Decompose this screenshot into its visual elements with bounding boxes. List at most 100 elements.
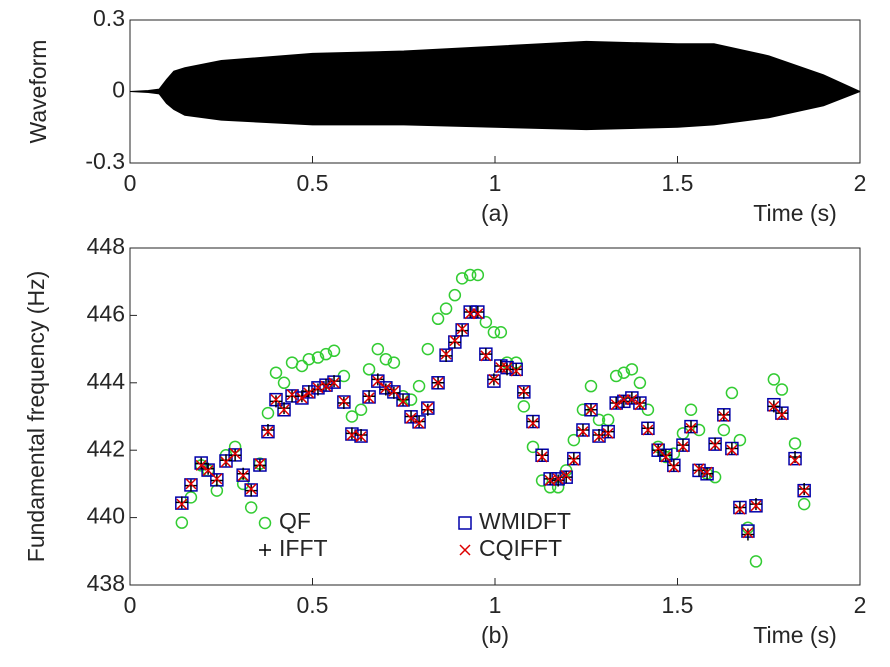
point (536, 451, 548, 463)
point (709, 437, 722, 450)
point (253, 459, 266, 472)
point (237, 467, 250, 480)
point (659, 449, 672, 462)
point (254, 458, 266, 470)
y-tick-label: 448 (87, 233, 125, 259)
point (471, 268, 485, 282)
point (362, 363, 376, 376)
y-tick-label: 0.3 (93, 5, 125, 31)
x-tick-label: 1.5 (662, 592, 694, 618)
point (337, 397, 350, 410)
point (518, 385, 530, 397)
point (245, 483, 257, 495)
x-tick-label: 2 (854, 170, 867, 196)
point (261, 406, 275, 420)
point (536, 449, 549, 462)
point (726, 444, 738, 456)
point (552, 473, 564, 485)
x-tick-label: 0.5 (297, 592, 329, 618)
point (625, 363, 639, 376)
point (633, 376, 647, 390)
point (371, 373, 384, 386)
point (488, 373, 500, 385)
point (685, 420, 698, 433)
point (494, 326, 508, 339)
point (567, 452, 580, 465)
point (789, 454, 801, 466)
point (229, 449, 242, 462)
point (303, 387, 315, 399)
point (431, 312, 445, 326)
legend-label: IFFT (279, 535, 328, 561)
point (397, 395, 409, 407)
point (296, 392, 308, 404)
point (432, 377, 444, 389)
point (602, 427, 614, 439)
waveform-area (129, 91, 861, 131)
point (345, 427, 358, 440)
point (237, 469, 249, 482)
point (355, 431, 367, 443)
x-axis-label: Time (s) (753, 200, 836, 226)
point (684, 403, 698, 417)
point (741, 528, 754, 541)
point (717, 408, 730, 421)
point (479, 348, 492, 361)
point (277, 376, 291, 390)
legend-label: CQIFFT (479, 535, 562, 561)
y-tick-label: 0 (112, 77, 125, 103)
y-tick-label: 440 (87, 503, 125, 529)
point (320, 380, 332, 392)
point (609, 369, 623, 383)
point (421, 403, 434, 416)
legend-marker (259, 544, 271, 556)
point (767, 373, 781, 386)
point (463, 268, 477, 282)
point (610, 399, 622, 411)
point (355, 429, 368, 442)
point (185, 478, 197, 490)
x-tick-label: 2 (854, 592, 867, 618)
point (471, 306, 484, 319)
point (585, 404, 597, 416)
point (455, 272, 469, 285)
subplot-caption: (b) (481, 622, 509, 648)
point (195, 457, 208, 470)
point (261, 423, 274, 436)
y-axis-label: Waveform (25, 40, 51, 144)
point (593, 431, 605, 443)
point (480, 350, 492, 362)
y-tick-label: 444 (87, 368, 126, 394)
point (387, 356, 401, 369)
point (405, 410, 418, 423)
point (278, 404, 290, 416)
point (693, 464, 706, 477)
point (422, 402, 434, 414)
point (379, 383, 392, 396)
point (448, 288, 462, 302)
point (245, 484, 258, 497)
point (733, 501, 746, 514)
point (577, 426, 589, 438)
point (421, 342, 435, 356)
frequency-plot: 0 0.5 1 1.5 2 438 440 442 444 446 448 Fundamental f… (23, 233, 866, 648)
point (798, 485, 810, 497)
x-tick-label: 1.5 (662, 170, 694, 196)
point (626, 394, 638, 406)
point (701, 466, 713, 478)
y-tick-label: -0.3 (85, 148, 125, 174)
point (379, 352, 393, 366)
point (244, 501, 258, 514)
legend: QF WMIDFT IFFT CQIFFT (258, 508, 571, 561)
point (602, 425, 615, 438)
point (380, 382, 392, 394)
point (734, 503, 746, 515)
point (749, 498, 762, 511)
point (371, 342, 385, 356)
point (278, 402, 291, 415)
point (798, 482, 811, 495)
point (328, 377, 340, 389)
